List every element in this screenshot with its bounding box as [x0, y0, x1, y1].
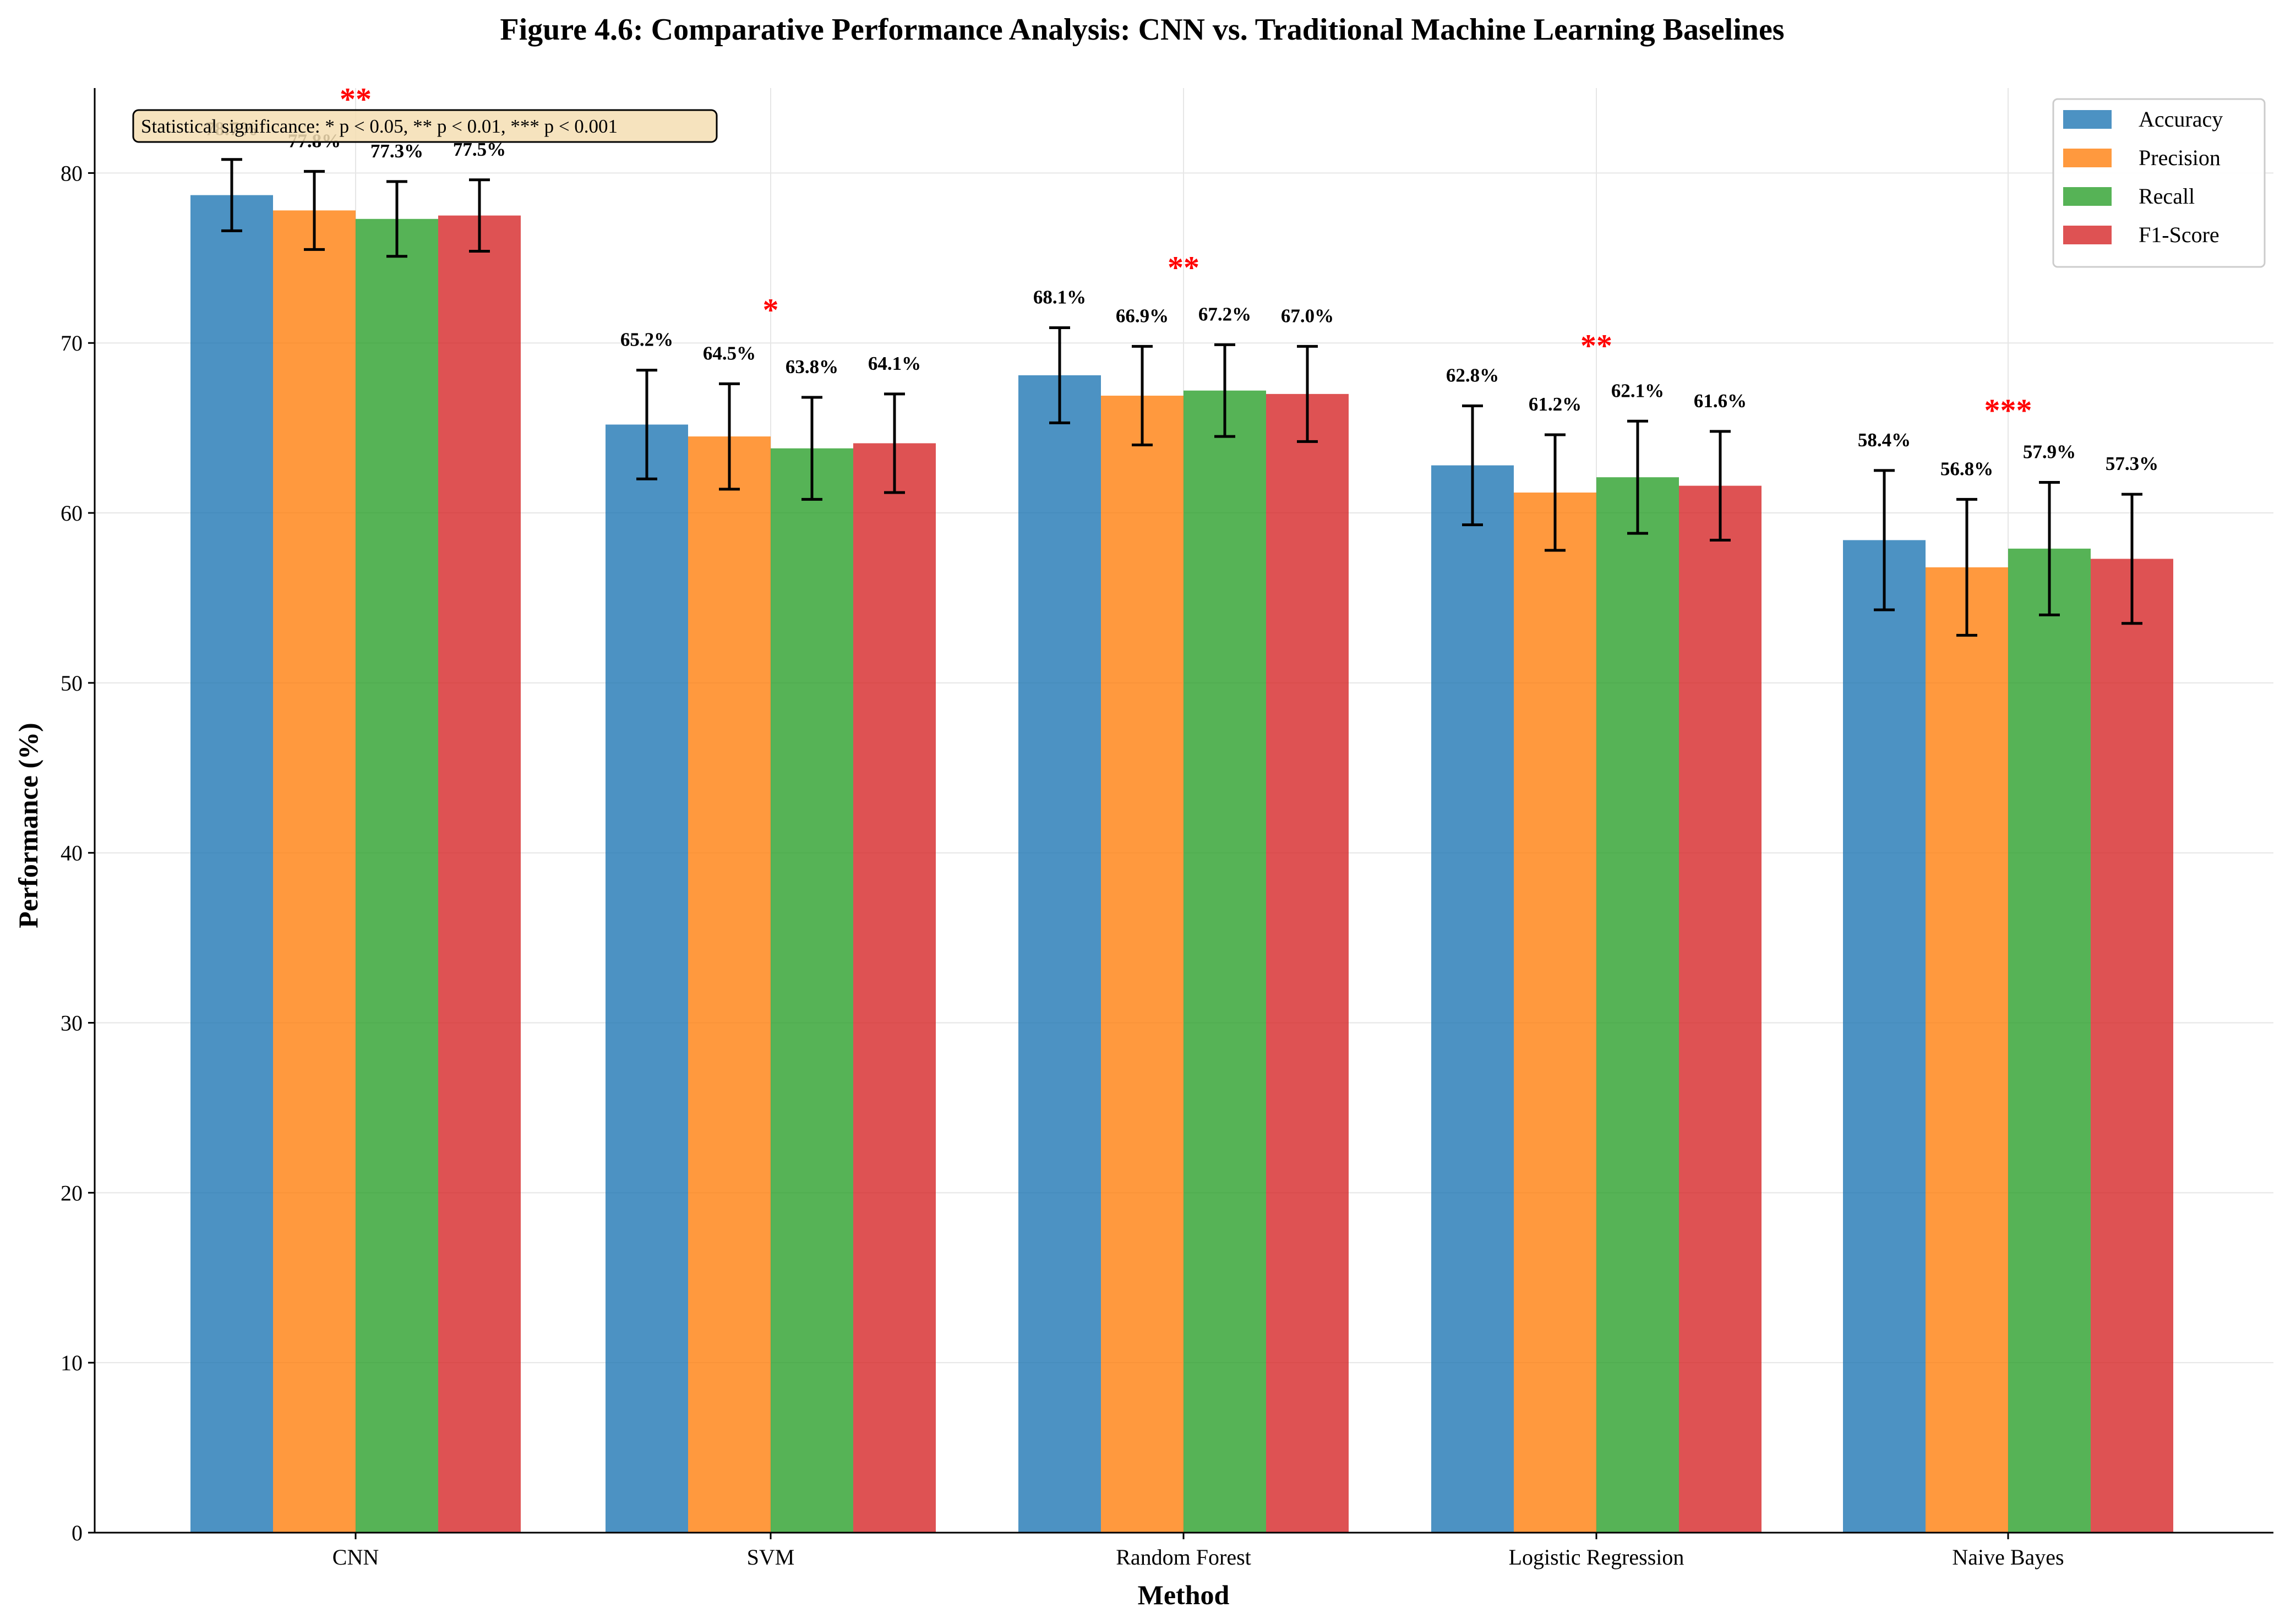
x-tick-label: Logistic Regression	[1509, 1545, 1684, 1570]
y-tick-label: 20	[61, 1180, 83, 1205]
legend-label: F1-Score	[2139, 222, 2219, 247]
bar	[1018, 375, 1101, 1533]
bar-value-label: 68.1%	[1033, 286, 1086, 308]
y-tick-label: 50	[61, 671, 83, 696]
bar	[1514, 493, 1596, 1533]
y-tick-label: 30	[61, 1011, 83, 1036]
bar	[1679, 485, 1762, 1533]
legend-label: Recall	[2139, 184, 2195, 209]
bar-value-label: 57.9%	[2023, 441, 2076, 462]
legend-label: Accuracy	[2139, 107, 2223, 132]
bar	[1596, 477, 1679, 1533]
bar	[438, 215, 521, 1533]
significance-note: Statistical significance: * p < 0.05, **…	[132, 109, 718, 143]
bar-value-label: 63.8%	[786, 356, 838, 378]
y-tick-label: 0	[72, 1521, 83, 1545]
error-bars	[221, 158, 2142, 637]
bar	[606, 424, 688, 1533]
y-tick-label: 70	[61, 331, 83, 356]
bar	[2091, 559, 2173, 1533]
bar	[853, 443, 936, 1533]
y-tick-label: 60	[61, 501, 83, 526]
legend-swatch	[2063, 110, 2112, 129]
y-ticks: 0 10 20 30 40 50 60 70 80	[61, 161, 95, 1545]
bar	[356, 218, 438, 1533]
bar-value-label: 64.5%	[703, 342, 756, 364]
bar	[190, 195, 273, 1533]
bar-value-label: 77.3%	[370, 140, 423, 162]
y-tick-label: 80	[61, 161, 83, 185]
y-axis-title: Performance (%)	[13, 723, 43, 928]
x-axis-title: Method	[1138, 1579, 1230, 1610]
significance-note-text: Statistical significance: * p < 0.05, **…	[141, 116, 618, 137]
legend-swatch	[2063, 149, 2112, 167]
legend-frame	[2052, 98, 2266, 268]
legend: Accuracy Precision Recall F1-Score	[2052, 98, 2266, 268]
significance-marker: *	[763, 292, 779, 328]
bar-value-label: 61.2%	[1529, 393, 1581, 415]
bar-value-label: 67.0%	[1281, 305, 1334, 326]
bar-value-label: 62.1%	[1611, 380, 1664, 401]
y-tick-label: 10	[61, 1350, 83, 1375]
bar-value-label: 61.6%	[1694, 390, 1747, 412]
bar	[1926, 567, 2008, 1533]
y-tick-label: 40	[61, 841, 83, 866]
significance-marker: **	[1168, 249, 1199, 285]
significance-marker: **	[1580, 328, 1612, 364]
bar-value-label: 64.1%	[868, 353, 921, 374]
bar	[1266, 393, 1349, 1533]
bar-value-label: 57.3%	[2106, 453, 2158, 474]
bar-value-label: 56.8%	[1940, 458, 1993, 479]
bar	[1101, 395, 1184, 1533]
bar	[771, 448, 853, 1533]
legend-label: Precision	[2139, 145, 2221, 170]
significance-note-box	[132, 109, 718, 143]
significance-markers: **********	[340, 81, 2032, 428]
bar-value-label: 65.2%	[620, 329, 673, 351]
bar	[1843, 540, 1926, 1533]
bar	[273, 210, 356, 1533]
bar-value-label: 66.9%	[1116, 305, 1169, 326]
x-tick-label: Naive Bayes	[1952, 1545, 2064, 1570]
bar-value-label: 58.4%	[1858, 429, 1911, 451]
bar	[2008, 548, 2091, 1533]
bar	[1431, 465, 1514, 1533]
legend-swatch	[2063, 226, 2112, 244]
x-ticks: CNN SVM Random Forest Logistic Regression Na…	[332, 1533, 2064, 1570]
bar-value-label: 67.2%	[1198, 303, 1251, 325]
bars	[190, 195, 2173, 1533]
bar	[688, 436, 771, 1533]
significance-marker: ***	[1984, 392, 2032, 428]
bar-value-label: 62.8%	[1446, 365, 1499, 386]
x-tick-label: Random Forest	[1116, 1545, 1251, 1570]
x-tick-label: CNN	[332, 1545, 379, 1570]
legend-swatch	[2063, 187, 2112, 206]
bar	[1184, 390, 1266, 1533]
chart-title: Figure 4.6: Comparative Performance Anal…	[500, 13, 1784, 47]
x-tick-label: SVM	[747, 1545, 795, 1570]
